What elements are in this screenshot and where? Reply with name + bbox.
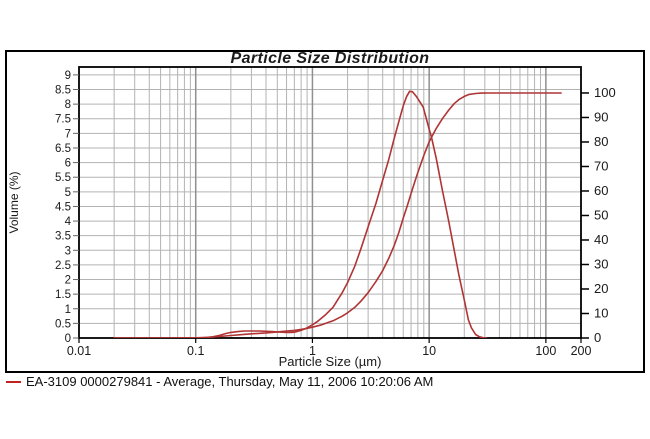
- plot-frame: [78, 66, 582, 339]
- left-axis-tick-label: 8: [65, 99, 71, 111]
- x-axis-tick-label: 1: [309, 344, 316, 358]
- right-axis-tick-label: 10: [594, 305, 608, 320]
- left-axis-tick-label: 7.5: [55, 114, 71, 126]
- x-axis-tick-label: 0.1: [187, 344, 204, 358]
- left-axis-tick-label: 3.5: [55, 231, 71, 243]
- series-volume-distribution: [113, 90, 488, 338]
- left-axis-tick-label: 0: [65, 333, 71, 345]
- chart-window: [5, 50, 645, 390]
- series-cumulative-undersize: [113, 92, 562, 338]
- right-axis-tick-label: 80: [594, 134, 608, 149]
- y-axis-title: Volume (%): [7, 171, 21, 233]
- legend-row[interactable]: EA-3109 0000279841 - Average, Thursday, …: [5, 371, 645, 390]
- x-axis-title: Particle Size (µm): [279, 354, 382, 369]
- left-axis-tick-label: 4.5: [55, 201, 71, 213]
- x-axis-tick-label: 0.01: [67, 344, 91, 358]
- right-axis-tick-label: 60: [594, 183, 608, 198]
- left-axis-tick-label: 5: [65, 187, 71, 199]
- right-axis-tick-label: 20: [594, 281, 608, 296]
- left-axis-tick-label: 4: [65, 216, 72, 228]
- left-axis-tick-label: 3: [65, 245, 71, 257]
- right-axis-tick-label: 40: [594, 232, 608, 247]
- left-axis-tick-label: 2: [65, 275, 71, 287]
- legend-text: EA-3109 0000279841 - Average, Thursday, …: [26, 374, 434, 389]
- left-axis-tick-label: 1.5: [55, 289, 71, 301]
- x-axis-tick-label: 200: [571, 344, 592, 358]
- left-axis-tick-label: 5.5: [55, 172, 71, 184]
- right-axis-tick-label: 70: [594, 158, 608, 173]
- right-axis-tick-label: 90: [594, 109, 608, 124]
- left-axis-tick-label: 6.5: [55, 143, 71, 155]
- left-axis-tick-label: 2.5: [55, 260, 71, 272]
- right-axis-tick-label: 30: [594, 256, 608, 271]
- left-axis-tick-label: 7: [65, 128, 71, 140]
- right-axis-tick-label: 50: [594, 207, 608, 222]
- legend-line-marker: [6, 380, 21, 383]
- left-axis-tick-label: 1: [65, 304, 71, 316]
- x-axis-tick-label: 10: [422, 344, 436, 358]
- x-axis-tick-label: 100: [535, 344, 556, 358]
- left-axis-tick-label: 9: [65, 70, 71, 82]
- left-axis-tick-label: 8.5: [55, 85, 71, 97]
- left-axis-tick-label: 6: [65, 158, 71, 170]
- right-axis-tick-label: 0: [594, 330, 601, 345]
- right-axis-tick-label: 100: [594, 85, 616, 100]
- left-axis-tick-label: 0.5: [55, 318, 71, 330]
- chart-title: Particle Size Distribution: [230, 50, 430, 67]
